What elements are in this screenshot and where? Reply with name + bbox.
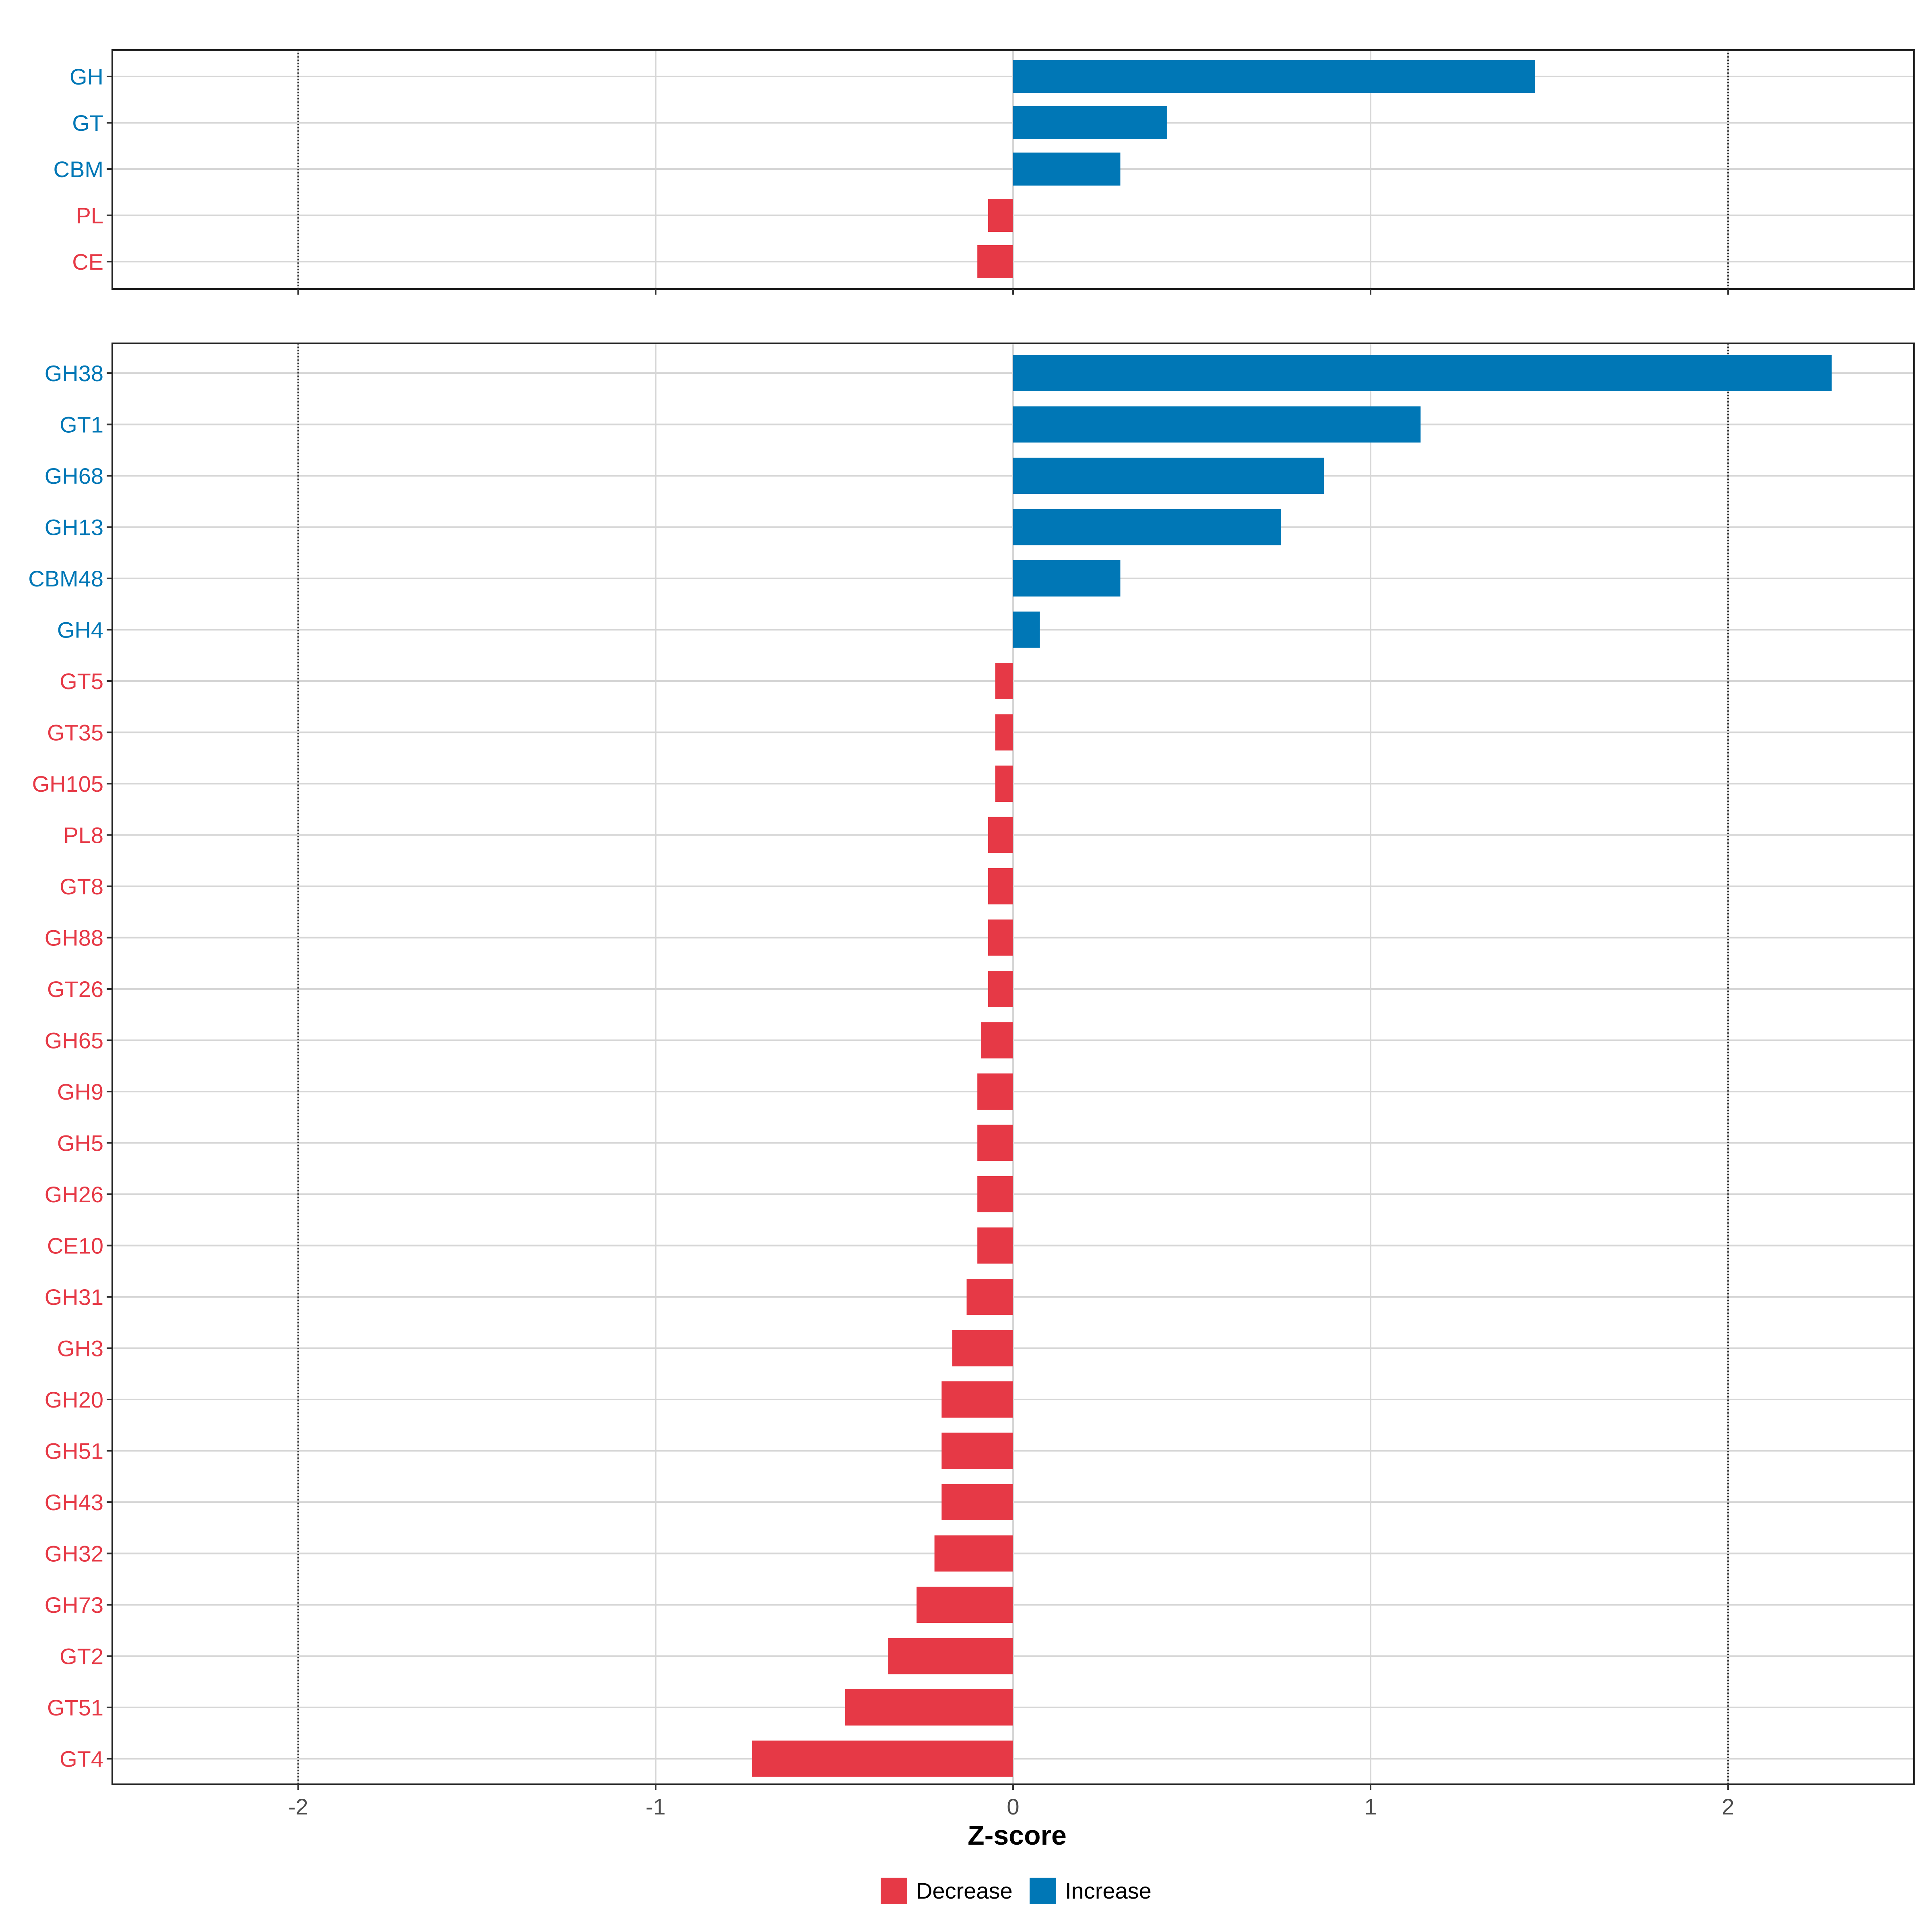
bar-gt5 (995, 663, 1013, 699)
bar-ce10 (977, 1227, 1013, 1264)
bar-gh9 (977, 1073, 1013, 1110)
y-tick-label-gh73: GH73 (45, 1592, 103, 1618)
y-tick-label-gt26: GT26 (47, 976, 103, 1002)
bar-gh4 (1013, 611, 1040, 648)
bar-gh51 (941, 1432, 1013, 1469)
y-tick-label-gh43: GH43 (45, 1490, 103, 1515)
y-tick-label-pl: PL (76, 203, 104, 228)
y-tick-label-ce10: CE10 (47, 1233, 103, 1259)
bar-gt2 (888, 1638, 1013, 1674)
y-tick-label-gt8: GT8 (60, 874, 103, 899)
y-tick-label-gh5: GH5 (57, 1131, 103, 1156)
y-tick-label-gt: GT (72, 110, 103, 136)
bar-gh26 (977, 1176, 1013, 1212)
x-tick-label: 1 (1364, 1794, 1377, 1819)
y-tick-label-gh26: GH26 (45, 1182, 103, 1207)
bar-gh32 (934, 1535, 1013, 1572)
y-tick-label-cbm48: CBM48 (28, 566, 103, 591)
bar-pl (988, 199, 1013, 232)
bar-gt35 (995, 714, 1013, 751)
y-tick-label-gh3: GH3 (57, 1336, 103, 1361)
bar-gh88 (988, 919, 1013, 956)
y-tick-label-gt35: GT35 (47, 720, 103, 745)
y-tick-label-gh68: GH68 (45, 463, 103, 489)
bar-gt1 (1013, 406, 1421, 443)
y-tick-label-gh20: GH20 (45, 1387, 103, 1412)
bar-gt8 (988, 868, 1013, 904)
bar-gh (1013, 60, 1535, 93)
legend-swatch-decrease (881, 1878, 907, 1904)
top-panel: GH GT CBM PL CE (54, 49, 1915, 295)
bar-ce (977, 245, 1013, 278)
bar-gh68 (1013, 458, 1324, 494)
y-tick-label-cbm: CBM (54, 157, 103, 182)
x-tick-label: 2 (1722, 1794, 1734, 1819)
y-tick-label-gh9: GH9 (57, 1079, 103, 1104)
y-tick-label-gh51: GH51 (45, 1439, 103, 1464)
y-tick-label-gh105: GH105 (32, 771, 103, 797)
bar-gt (1013, 106, 1167, 139)
y-tick-label-gh38: GH38 (45, 361, 103, 386)
y-tick-label-gt51: GT51 (47, 1695, 103, 1720)
x-tick-label: -2 (288, 1794, 308, 1819)
x-tick-label: -1 (646, 1794, 666, 1819)
y-tick-label-gh13: GH13 (45, 515, 103, 540)
y-tick-label-gh88: GH88 (45, 925, 103, 951)
bar-gh31 (966, 1279, 1013, 1315)
bar-pl8 (988, 817, 1013, 853)
bar-gt4 (752, 1740, 1013, 1777)
bar-cbm48 (1013, 560, 1121, 597)
y-tick-label-gt5: GT5 (60, 669, 103, 694)
y-tick-label-gh4: GH4 (57, 617, 103, 643)
bottom-panel: GH38 GT1 GH68 GH13 CBM48 GH4 GT5 GT35 GH105 PL8 GT… (28, 343, 1915, 1790)
legend-label-decrease: Decrease (916, 1878, 1013, 1903)
bar-cbm (1013, 153, 1121, 186)
x-tick-label: 0 (1007, 1794, 1019, 1819)
y-tick-label-gh65: GH65 (45, 1028, 103, 1053)
bar-gh38 (1013, 355, 1832, 391)
y-tick-label-ce: CE (72, 249, 103, 275)
bar-gh43 (941, 1484, 1013, 1520)
y-tick-label-gt4: GT4 (60, 1746, 103, 1772)
y-tick-label-pl8: PL8 (63, 823, 103, 848)
bar-gh5 (977, 1125, 1013, 1161)
bar-gh13 (1013, 509, 1282, 545)
bar-gh65 (981, 1022, 1013, 1059)
legend-swatch-increase (1030, 1878, 1056, 1904)
y-tick-label-gh32: GH32 (45, 1541, 103, 1567)
bar-gh20 (941, 1381, 1013, 1418)
y-tick-label-gh: GH (70, 64, 103, 89)
y-tick-label-gt2: GT2 (60, 1644, 103, 1669)
bar-gh105 (995, 766, 1013, 802)
bar-gt51 (845, 1689, 1013, 1726)
legend-label-increase: Increase (1065, 1878, 1152, 1903)
y-tick-label-gt1: GT1 (60, 412, 103, 438)
bar-gh73 (916, 1587, 1013, 1623)
bar-gh3 (952, 1330, 1013, 1366)
y-tick-label-gh31: GH31 (45, 1284, 103, 1310)
x-axis: -2 -1 0 1 2 (288, 1794, 1734, 1819)
legend: Decrease Increase (881, 1878, 1152, 1904)
bar-gt26 (988, 971, 1013, 1007)
x-axis-title: Z-score (968, 1820, 1067, 1851)
